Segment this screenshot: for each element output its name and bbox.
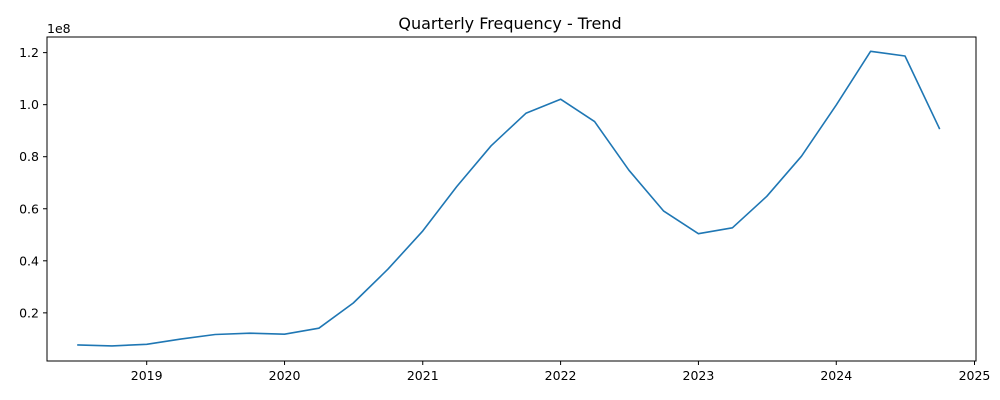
y-tick-label: 0.6 [19, 201, 39, 216]
chart-title: Quarterly Frequency - Trend [398, 14, 621, 33]
y-axis-exponent-label: 1e8 [47, 21, 71, 36]
x-tick-label: 2021 [407, 368, 439, 383]
y-tick-label: 1.2 [19, 45, 39, 60]
y-tick-label: 1.0 [19, 97, 39, 112]
y-tick-label: 0.8 [19, 149, 39, 164]
x-tick-label: 2020 [269, 368, 301, 383]
y-tick-label: 0.2 [19, 305, 39, 320]
plot-area: 2019 2020 2021 2022 2023 2024 2025 0.2 0.4 0.6 0.8… [19, 36, 991, 383]
x-tick-label: 2019 [131, 368, 163, 383]
x-tick-label: 2022 [545, 368, 577, 383]
y-tick-label: 0.4 [19, 253, 39, 268]
x-tick-label: 2024 [820, 368, 852, 383]
plot-frame [46, 36, 977, 362]
x-tick-label: 2025 [959, 368, 991, 383]
x-tick-label: 2023 [683, 368, 715, 383]
series-line [77, 50, 941, 347]
